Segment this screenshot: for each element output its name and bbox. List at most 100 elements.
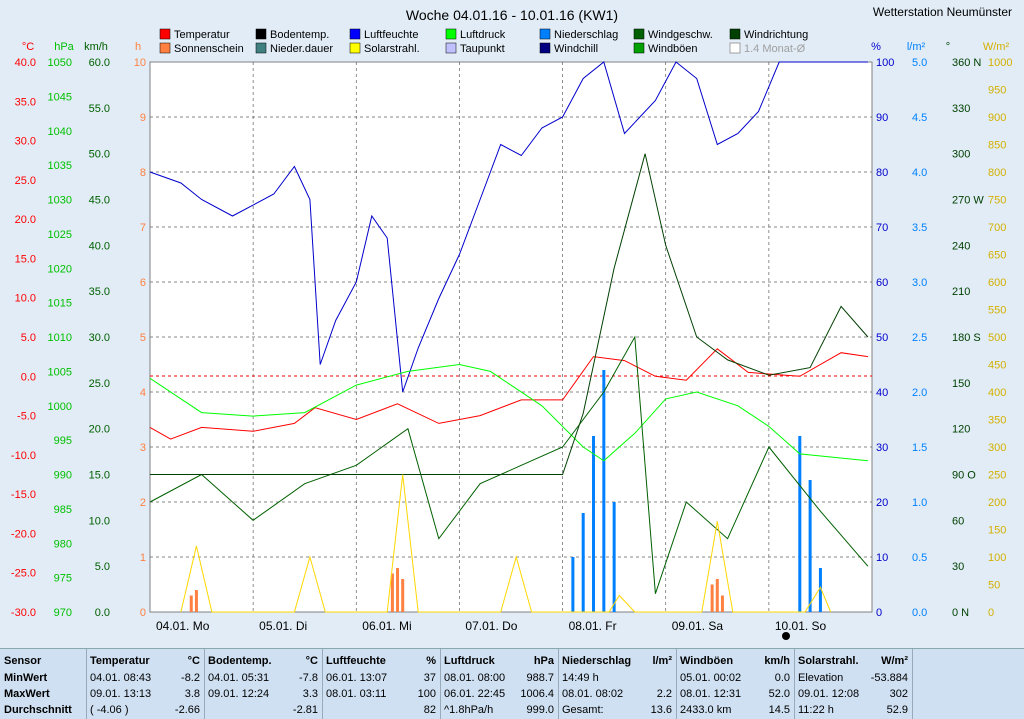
axis-hours-tick: 5 [140, 332, 146, 344]
axis-wm2-tick: 800 [988, 167, 1006, 179]
axis-unit-right: l/m² [907, 41, 926, 53]
stats-min-label: MinWert [4, 672, 48, 684]
axis-hpa-tick: 975 [54, 573, 72, 585]
axis-kmh-tick: 10.0 [89, 515, 110, 527]
axis-wm2-tick: 500 [988, 332, 1006, 344]
axis-hours-tick: 8 [140, 167, 146, 179]
stats-col-solar: Solarstrahl. W/m² Elevation -53.884 09.01.… [794, 649, 913, 719]
axis-deg-tick: 150 [952, 378, 970, 390]
left-axes: 40.035.030.025.020.015.010.05.00.0-5.0-1… [11, 41, 146, 619]
axis-hours-tick: 9 [140, 112, 146, 124]
axis-lm2-tick: 1.0 [912, 497, 927, 509]
stats-head: Bodentemp. [208, 655, 272, 667]
stats-max-date: 06.01. 22:45 [444, 688, 506, 700]
axis-temp-tick: 35.0 [15, 96, 36, 108]
axis-wm2-tick: 650 [988, 250, 1006, 262]
series-luftdruck [149, 363, 868, 462]
axis-lm2-tick: 2.0 [912, 387, 927, 399]
stats-col-gust: Windböen km/h 05.01. 00:02 0.0 08.01. 12:3… [676, 649, 795, 719]
axis-unit-left: °C [22, 41, 34, 53]
axis-temp-tick: -20.0 [11, 528, 36, 540]
axis-kmh-tick: 25.0 [89, 378, 110, 390]
axis-kmh-tick: 55.0 [89, 103, 110, 115]
bar-niederschlag [612, 502, 616, 612]
day-label: 05.01. Di [259, 619, 307, 633]
axis-kmh-tick: 40.0 [89, 240, 110, 252]
axis-deg-tick: 30 [952, 561, 964, 573]
axis-temp-tick: 40.0 [15, 57, 36, 69]
axis-hours-tick: 10 [134, 57, 146, 69]
axis-hpa-tick: 1030 [48, 195, 72, 207]
stats-avg-val: 52.9 [886, 704, 908, 716]
legend-label: Temperatur [174, 29, 230, 41]
stats-unit: hPa [533, 655, 554, 667]
bar-niederschlag [808, 480, 812, 612]
stats-max-val: 100 [417, 688, 436, 700]
day-label: 07.01. Do [465, 619, 517, 633]
bar-sonnenschein [396, 568, 400, 612]
stats-max-val: 3.3 [302, 688, 318, 700]
stats-avg-val: 14.5 [768, 704, 790, 716]
now-marker [782, 632, 790, 640]
axis-hours-tick: 2 [140, 497, 146, 509]
series-luftfeuchte [149, 61, 868, 393]
axis-hpa-tick: 1020 [48, 263, 72, 275]
axis-kmh-tick: 60.0 [89, 57, 110, 69]
bar-sonnenschein [715, 579, 719, 612]
legend-swatch [445, 42, 457, 54]
axis-hours-tick: 0 [140, 607, 146, 619]
bar-sonnenschein [720, 595, 724, 612]
axis-pct-tick: 30 [876, 442, 888, 454]
axis-wm2-tick: 250 [988, 470, 1006, 482]
axis-lm2-tick: 3.0 [912, 277, 927, 289]
legend-label: Windgeschw. [648, 29, 713, 41]
axis-hpa-tick: 980 [54, 538, 72, 550]
axis-wm2-tick: 100 [988, 552, 1006, 564]
chart-title: Woche 04.01.16 - 10.01.16 (KW1) [406, 7, 618, 23]
axis-wm2-tick: 300 [988, 442, 1006, 454]
legend-swatch [159, 28, 171, 40]
axis-kmh-tick: 20.0 [89, 424, 110, 436]
bar-sonnenschein [189, 595, 193, 612]
axis-deg-tick: 360 N [952, 57, 981, 69]
axis-deg-tick: 330 [952, 103, 970, 115]
axis-temp-tick: -30.0 [11, 607, 36, 619]
axis-temp-tick: -15.0 [11, 489, 36, 501]
axis-temp-tick: 25.0 [15, 175, 36, 187]
legend-swatch [633, 28, 645, 40]
axis-wm2-tick: 850 [988, 140, 1006, 152]
axis-unit-left: hPa [54, 41, 74, 53]
bar-niederschlag [592, 436, 596, 612]
stats-max-date: 08.01. 03:11 [326, 688, 387, 700]
axis-pct-tick: 40 [876, 387, 888, 399]
axis-wm2-tick: 600 [988, 277, 1006, 289]
legend-swatch [539, 28, 551, 40]
stats-sensor-head: Sensor [4, 655, 42, 667]
axis-deg-tick: 60 [952, 515, 964, 527]
axis-lm2-tick: 5.0 [912, 57, 927, 69]
axis-pct-tick: 50 [876, 332, 888, 344]
stats-min-date: Elevation [798, 672, 844, 684]
series-temperatur [149, 348, 868, 440]
axis-hpa-tick: 1015 [48, 298, 72, 310]
axis-hpa-tick: 1000 [48, 401, 72, 413]
legend-label: 1.4 Monat-Ø [744, 43, 806, 55]
axis-pct-tick: 100 [876, 57, 894, 69]
stats-min-date: 14:49 h [562, 672, 599, 684]
stats-min-date: 04.01. 05:31 [208, 672, 270, 684]
axis-hpa-tick: 1025 [48, 229, 72, 241]
axis-temp-tick: 10.0 [15, 293, 36, 305]
right-axes: 10090807060504030201005.04.54.03.53.02.5… [871, 41, 1012, 619]
legend-label: Windböen [648, 43, 698, 55]
axis-hours-tick: 3 [140, 442, 146, 454]
axis-hpa-tick: 995 [54, 435, 72, 447]
stats-avg-val: 82 [423, 704, 436, 716]
bar-sonnenschein [194, 590, 198, 612]
stats-min-date: 04.01. 08:43 [90, 672, 152, 684]
axis-unit-right: % [871, 41, 881, 53]
day-label: 09.01. Sa [672, 619, 724, 633]
legend-swatch [539, 42, 551, 54]
axis-lm2-tick: 1.5 [912, 442, 927, 454]
legend-label: Solarstrahl. [364, 43, 420, 55]
